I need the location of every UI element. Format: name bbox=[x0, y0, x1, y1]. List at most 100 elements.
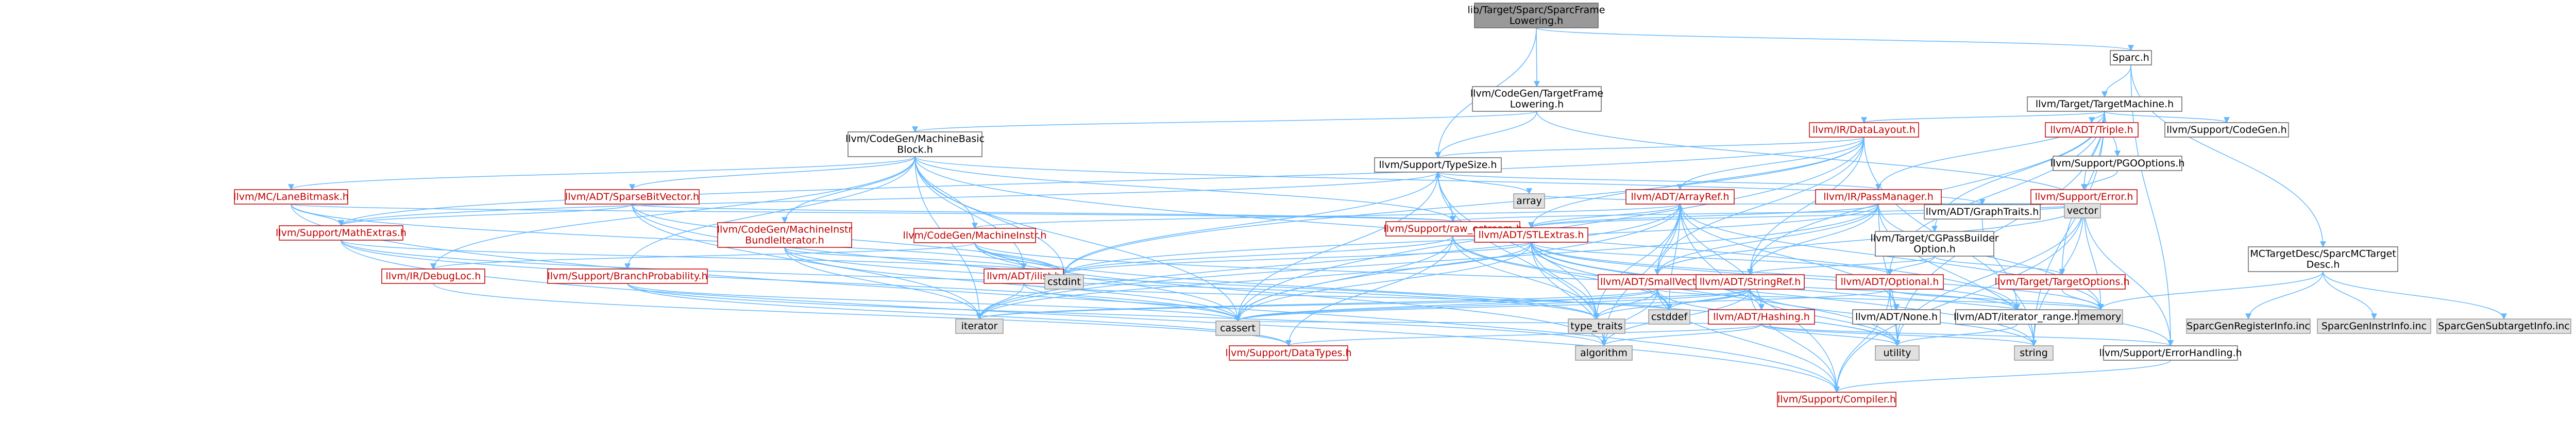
node-arrayref[interactable]: llvm/ADT/ArrayRef.h bbox=[1625, 189, 1735, 205]
edge-passmanager-to-typesize bbox=[1435, 171, 1879, 190]
node-label: llvm/ADT/GraphTraits.h bbox=[1926, 206, 2039, 217]
node-optional[interactable]: llvm/ADT/Optional.h bbox=[1836, 274, 1944, 290]
node-label: llvm/CodeGen/MachineInstr.h bbox=[903, 230, 1047, 241]
node-box bbox=[1815, 189, 1942, 205]
node-targetoptions[interactable]: llvm/Target/TargetOptions.h bbox=[1994, 274, 2130, 290]
node-box bbox=[1374, 157, 1502, 173]
edge-mbb-to-bundleiterator bbox=[782, 156, 916, 224]
node-label: llvm/ADT/STLExtras.h bbox=[1479, 229, 1584, 241]
edge-mbb-to-ilist bbox=[914, 156, 1027, 270]
node-box bbox=[2045, 122, 2139, 138]
node-box bbox=[2317, 318, 2431, 334]
node-label: llvm/Target/TargetMachine.h bbox=[2036, 98, 2174, 110]
node-label: Sparc.h bbox=[2112, 52, 2149, 63]
node-error[interactable]: llvm/Support/Error.h bbox=[2030, 189, 2138, 205]
node-label: llvm/Support/Compiler.h bbox=[1777, 394, 1896, 405]
node-subtargetinfo: SparcGenSubtargetInfo.inc bbox=[2436, 318, 2571, 334]
node-vector: vector bbox=[2064, 203, 2101, 218]
node-stlextras[interactable]: llvm/ADT/STLExtras.h bbox=[1474, 227, 1588, 243]
edge-error-to-compiler bbox=[1834, 204, 2084, 393]
node-bundleiterator[interactable]: llvm/CodeGen/MachineInstrBundleIterator.… bbox=[717, 222, 853, 248]
node-label: Lowering.h bbox=[1510, 15, 1563, 27]
node-typesize[interactable]: llvm/Support/TypeSize.h bbox=[1374, 157, 1502, 173]
node-datalayout[interactable]: llvm/IR/DataLayout.h bbox=[1809, 122, 1919, 138]
edge-passmanager-to-stlextras bbox=[1528, 204, 1879, 229]
node-debugloc[interactable]: llvm/IR/DebugLoc.h bbox=[381, 268, 485, 284]
edge-branchprob-to-cassert bbox=[627, 283, 1241, 322]
node-tmachine[interactable]: llvm/Target/TargetMachine.h bbox=[2027, 96, 2182, 112]
edge-branchprob-to-algorithm bbox=[627, 283, 1607, 347]
node-label: llvm/Support/PGOOptions.h bbox=[2050, 158, 2185, 169]
edge-hashing-to-datatypes bbox=[1285, 324, 1762, 347]
node-stringref[interactable]: llvm/ADT/StringRef.h bbox=[1696, 274, 1805, 290]
node-compiler[interactable]: llvm/Support/Compiler.h bbox=[1777, 392, 1896, 407]
edge-cgtfl-to-mbb bbox=[912, 111, 1537, 133]
node-algorithm: algorithm bbox=[1575, 345, 1633, 361]
node-box bbox=[2078, 309, 2123, 325]
node-label: llvm/IR/DebugLoc.h bbox=[386, 271, 481, 282]
edge-mbb-to-cassert bbox=[914, 156, 1241, 322]
node-smallvector[interactable]: llvm/ADT/SmallVector.h bbox=[1598, 274, 1717, 290]
edge-arrayref-to-hashing bbox=[1680, 204, 1765, 311]
node-errorhandling[interactable]: llvm/Support/ErrorHandling.h bbox=[2099, 345, 2242, 361]
node-box bbox=[1955, 309, 2079, 325]
edge-stringref-to-compiler bbox=[1750, 289, 1840, 393]
edge-mcdesc-to-subtargetinfo bbox=[2323, 271, 2507, 320]
node-sparc[interactable]: Sparc.h bbox=[2110, 50, 2152, 65]
node-label: llvm/ADT/ilist.h bbox=[987, 271, 1061, 282]
node-label: llvm/ADT/iterator_range.h bbox=[1954, 311, 2080, 323]
edge-datalayout-to-mathextras bbox=[338, 137, 1865, 227]
node-label: algorithm bbox=[1580, 347, 1628, 359]
node-label: llvm/ADT/StringRef.h bbox=[1700, 276, 1801, 288]
node-none[interactable]: llvm/ADT/None.h bbox=[1852, 309, 1941, 325]
node-box bbox=[1474, 227, 1588, 243]
node-mathextras[interactable]: llvm/Support/MathExtras.h bbox=[276, 225, 406, 241]
node-label: SparcGenInstrInfo.inc bbox=[2321, 321, 2427, 332]
node-iterrange[interactable]: llvm/ADT/iterator_range.h bbox=[1954, 309, 2080, 325]
edge-mbb-to-cstdint bbox=[914, 156, 1067, 276]
edge-smallvector-to-cassert bbox=[1234, 289, 1658, 322]
edge-stlextras-to-optional bbox=[1531, 242, 1893, 276]
node-branchprob[interactable]: llvm/Support/BranchProbability.h bbox=[547, 268, 708, 284]
edge-tmachine-to-codegen bbox=[2104, 111, 2230, 124]
node-machineinstr[interactable]: llvm/CodeGen/MachineInstr.h bbox=[903, 228, 1047, 243]
node-codegen[interactable]: llvm/Support/CodeGen.h bbox=[2164, 122, 2289, 138]
node-pgooptions[interactable]: llvm/Support/PGOOptions.h bbox=[2050, 156, 2185, 171]
node-label: llvm/CodeGen/TargetFrame bbox=[1470, 88, 1603, 99]
node-triple[interactable]: llvm/ADT/Triple.h bbox=[2045, 122, 2139, 138]
node-box bbox=[234, 189, 348, 205]
node-label: array bbox=[1516, 195, 1542, 207]
node-sparsebitvector[interactable]: llvm/ADT/SparseBitVector.h bbox=[565, 189, 700, 205]
node-box bbox=[2030, 189, 2138, 205]
node-box bbox=[2103, 345, 2238, 361]
node-box bbox=[1648, 309, 1690, 325]
edge-ilist-to-cassert bbox=[1023, 283, 1241, 322]
edge-mbb-to-machineinstr bbox=[914, 156, 978, 229]
node-label: vector bbox=[2067, 205, 2098, 216]
edge-error-to-smallvector bbox=[1654, 204, 2084, 276]
node-passmanager[interactable]: llvm/IR/PassManager.h bbox=[1815, 189, 1942, 205]
node-box bbox=[2436, 318, 2571, 334]
node-cstddef: cstddef bbox=[1648, 309, 1690, 325]
edge-error-to-errorhandling bbox=[2083, 204, 2174, 347]
edge-bundleiterator-to-type_traits bbox=[784, 247, 1600, 320]
node-hashing[interactable]: llvm/ADT/Hashing.h bbox=[1708, 309, 1815, 325]
node-graphtraits[interactable]: llvm/ADT/GraphTraits.h bbox=[1924, 204, 2041, 220]
node-box bbox=[717, 222, 852, 248]
edge-stringref-to-cassert bbox=[1234, 289, 1751, 322]
edge-sparsebitvector-to-cassert bbox=[632, 204, 1241, 322]
node-lanebitmask[interactable]: llvm/MC/LaneBitmask.h bbox=[233, 189, 349, 205]
node-label: llvm/ADT/SparseBitVector.h bbox=[565, 191, 699, 203]
edge-optional-to-compiler bbox=[1834, 289, 1890, 393]
node-datatypes[interactable]: llvm/Support/DataTypes.h bbox=[1225, 345, 1352, 361]
edge-cgtfl-to-typesize bbox=[1435, 111, 1537, 159]
edge-datalayout-to-arrayref bbox=[1677, 137, 1865, 191]
edge-targetoptions-to-memory bbox=[2061, 289, 2104, 311]
node-label: cassert bbox=[1220, 323, 1256, 334]
